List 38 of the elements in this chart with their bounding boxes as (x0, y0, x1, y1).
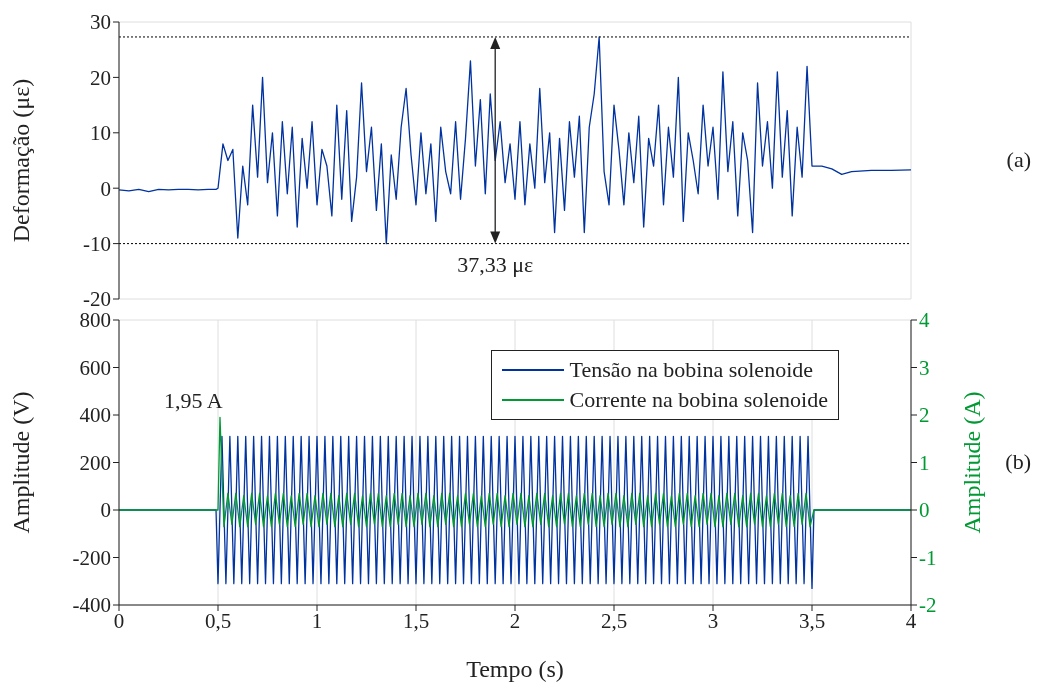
y2-tick-label: -1 (919, 545, 937, 570)
legend-label: Tensão na bobina solenoide (569, 356, 814, 384)
y2-tick-label: 1 (919, 450, 930, 475)
y2-tick-label: 0 (919, 498, 930, 523)
x-axis-title: Tempo (s) (466, 656, 564, 682)
x-tick-label: 1,5 (402, 608, 430, 633)
y-axis-title: Amplitude (V) (7, 391, 34, 534)
x-tick-label: 3,5 (798, 608, 826, 633)
legend-label: Corrente na bobina solenoide (569, 386, 828, 414)
y-tick-label: -10 (83, 232, 111, 257)
y2-tick-label: 4 (919, 308, 930, 333)
line-series (119, 36, 911, 245)
x-tick-label: 4 (905, 608, 917, 633)
text: (b) (1005, 448, 1031, 475)
y-tick-label: 0 (100, 176, 111, 201)
y-tick-label: 30 (90, 10, 111, 35)
y-tick-label: -200 (72, 545, 111, 570)
y-tick-label: 20 (90, 65, 111, 90)
x-tick-label: 2 (509, 608, 521, 633)
y2-tick-label: 3 (919, 355, 930, 380)
y-tick-label: 200 (79, 450, 111, 475)
y2-tick-label: 2 (919, 403, 930, 428)
y-tick-label: 10 (90, 121, 111, 146)
annotation: 1,95 A (164, 388, 223, 414)
y2-axis-title: Amplitude (A) (958, 391, 985, 534)
y-axis-title: Deformação (με) (7, 78, 34, 243)
y-tick-label: -400 (72, 593, 111, 618)
y2-tick-label: -2 (919, 593, 937, 618)
x-tick-label: 1 (311, 608, 323, 633)
annotation: 37,33 με (457, 251, 534, 277)
y-tick-label: 400 (79, 403, 111, 428)
x-tick-label: 2,5 (600, 608, 628, 633)
line-series (119, 416, 911, 528)
x-tick-label: 3 (707, 608, 719, 633)
text: (a) (1006, 146, 1031, 173)
y-tick-label: 0 (100, 498, 111, 523)
x-tick-label: 0,5 (204, 608, 232, 633)
y-tick-label: 600 (79, 355, 111, 380)
